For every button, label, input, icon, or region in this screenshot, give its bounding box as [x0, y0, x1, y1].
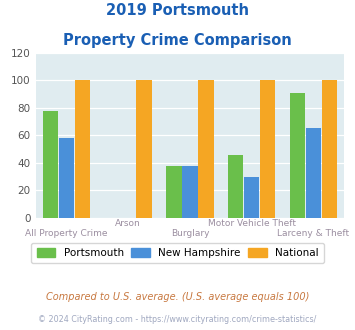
- Bar: [260, 80, 275, 218]
- Text: © 2024 CityRating.com - https://www.cityrating.com/crime-statistics/: © 2024 CityRating.com - https://www.city…: [38, 315, 317, 324]
- Bar: [59, 138, 74, 218]
- Text: 2019 Portsmouth: 2019 Portsmouth: [106, 3, 249, 18]
- Legend: Portsmouth, New Hampshire, National: Portsmouth, New Hampshire, National: [31, 243, 324, 263]
- Bar: [198, 80, 214, 218]
- Text: Compared to U.S. average. (U.S. average equals 100): Compared to U.S. average. (U.S. average …: [46, 292, 309, 302]
- Text: Property Crime Comparison: Property Crime Comparison: [63, 33, 292, 48]
- Bar: [43, 111, 58, 218]
- Text: Motor Vehicle Theft: Motor Vehicle Theft: [208, 219, 296, 228]
- Bar: [228, 154, 244, 218]
- Text: Arson: Arson: [115, 219, 141, 228]
- Bar: [290, 93, 305, 218]
- Text: Larceny & Theft: Larceny & Theft: [277, 229, 350, 238]
- Text: Burglary: Burglary: [171, 229, 209, 238]
- Text: All Property Crime: All Property Crime: [25, 229, 108, 238]
- Bar: [166, 166, 182, 218]
- Bar: [244, 177, 260, 218]
- Bar: [75, 80, 90, 218]
- Bar: [306, 128, 321, 218]
- Bar: [322, 80, 337, 218]
- Bar: [182, 166, 198, 218]
- Bar: [136, 80, 152, 218]
